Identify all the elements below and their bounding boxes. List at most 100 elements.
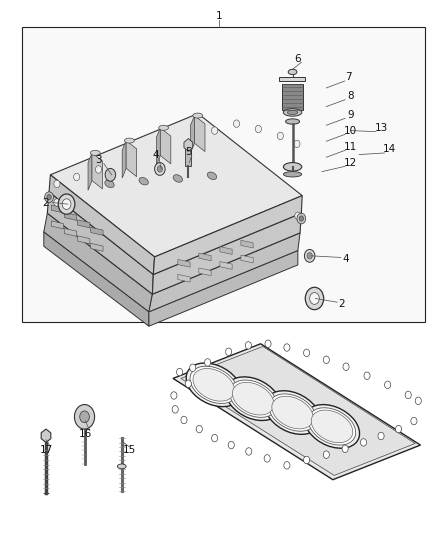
Circle shape	[54, 180, 60, 188]
Polygon shape	[220, 247, 232, 254]
Circle shape	[233, 120, 240, 127]
Ellipse shape	[105, 180, 114, 188]
Text: 15: 15	[123, 446, 136, 455]
Polygon shape	[44, 171, 298, 312]
Circle shape	[205, 359, 211, 366]
Ellipse shape	[272, 396, 313, 429]
Polygon shape	[156, 128, 160, 165]
Circle shape	[177, 368, 183, 376]
Circle shape	[295, 212, 301, 220]
Circle shape	[304, 249, 315, 262]
Text: 3: 3	[95, 155, 102, 165]
Bar	[22, 27, 425, 322]
Circle shape	[385, 381, 391, 389]
Polygon shape	[92, 153, 102, 189]
Circle shape	[196, 425, 202, 433]
Polygon shape	[91, 243, 103, 251]
Text: 12: 12	[344, 158, 357, 167]
Circle shape	[226, 348, 232, 356]
Polygon shape	[178, 274, 190, 282]
Text: 11: 11	[344, 142, 357, 151]
Polygon shape	[160, 128, 171, 164]
Polygon shape	[64, 213, 77, 221]
Circle shape	[58, 194, 75, 214]
Text: 5: 5	[185, 147, 192, 157]
Circle shape	[74, 173, 80, 181]
FancyBboxPatch shape	[282, 84, 303, 110]
Circle shape	[171, 392, 177, 399]
Text: 4: 4	[343, 254, 350, 263]
Ellipse shape	[311, 410, 353, 443]
Text: 17: 17	[39, 446, 53, 455]
Circle shape	[212, 434, 218, 442]
Polygon shape	[149, 233, 300, 312]
Polygon shape	[184, 139, 193, 151]
Circle shape	[47, 195, 51, 200]
Circle shape	[284, 462, 290, 469]
Polygon shape	[88, 153, 92, 190]
Ellipse shape	[190, 366, 237, 403]
Ellipse shape	[173, 175, 183, 182]
Text: 4: 4	[152, 150, 159, 159]
Polygon shape	[78, 236, 90, 244]
Polygon shape	[152, 213, 301, 294]
Circle shape	[364, 372, 370, 379]
Circle shape	[277, 132, 283, 140]
FancyBboxPatch shape	[279, 77, 305, 81]
Polygon shape	[191, 116, 194, 153]
Text: 1: 1	[215, 11, 223, 21]
Circle shape	[45, 192, 53, 203]
Polygon shape	[149, 251, 298, 326]
Polygon shape	[41, 429, 51, 442]
Text: 8: 8	[347, 91, 354, 101]
Polygon shape	[49, 131, 301, 274]
Polygon shape	[153, 196, 302, 274]
FancyBboxPatch shape	[185, 145, 191, 166]
Polygon shape	[241, 240, 253, 248]
Ellipse shape	[139, 177, 148, 185]
Circle shape	[310, 293, 319, 304]
Circle shape	[80, 411, 89, 423]
Text: 9: 9	[347, 110, 354, 119]
Circle shape	[246, 448, 252, 455]
Circle shape	[181, 416, 187, 424]
Circle shape	[305, 287, 324, 310]
Ellipse shape	[90, 150, 100, 155]
Ellipse shape	[193, 368, 234, 401]
Ellipse shape	[207, 172, 217, 180]
Ellipse shape	[286, 119, 300, 124]
Text: 13: 13	[374, 123, 388, 133]
Ellipse shape	[186, 363, 241, 407]
Circle shape	[157, 166, 162, 172]
Polygon shape	[51, 205, 64, 213]
Circle shape	[95, 166, 102, 173]
Ellipse shape	[283, 163, 302, 171]
Ellipse shape	[117, 464, 126, 469]
Polygon shape	[51, 221, 64, 229]
Circle shape	[255, 125, 261, 133]
Polygon shape	[44, 232, 149, 326]
Circle shape	[245, 342, 251, 349]
Circle shape	[323, 451, 329, 458]
Polygon shape	[44, 213, 152, 312]
Polygon shape	[173, 344, 420, 480]
Circle shape	[411, 417, 417, 425]
Text: 2: 2	[42, 198, 49, 207]
Circle shape	[342, 445, 348, 453]
Ellipse shape	[283, 172, 302, 177]
Ellipse shape	[124, 138, 134, 143]
Circle shape	[172, 406, 178, 413]
Circle shape	[62, 199, 71, 209]
Polygon shape	[199, 268, 211, 276]
Circle shape	[264, 455, 270, 462]
Circle shape	[396, 425, 402, 433]
Ellipse shape	[230, 380, 277, 417]
Polygon shape	[178, 260, 190, 267]
Polygon shape	[78, 220, 90, 228]
Circle shape	[190, 364, 196, 372]
Ellipse shape	[233, 382, 274, 415]
Polygon shape	[241, 255, 253, 263]
Text: 10: 10	[344, 126, 357, 135]
Circle shape	[74, 405, 95, 429]
Circle shape	[297, 213, 306, 224]
